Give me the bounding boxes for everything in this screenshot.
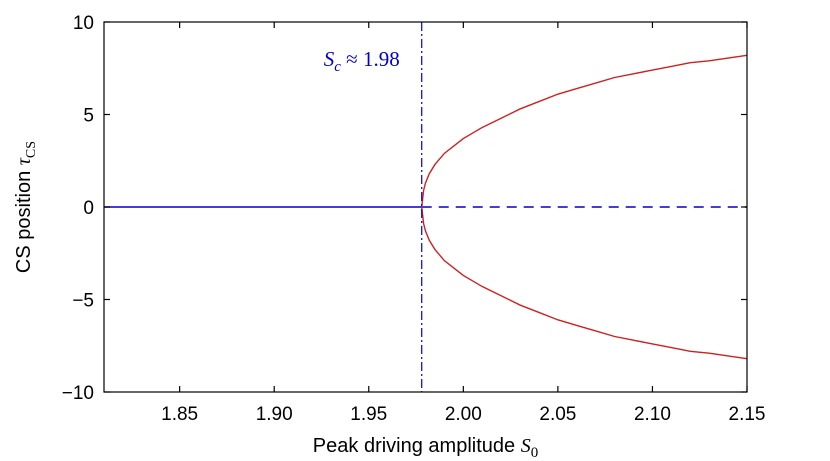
labels-layer: 1.85 1.90 1.95 2.00 2.05 2.10 2.15 −10 −5 0 5 10 Pea… [13,13,765,461]
y-tick-label: −10 [62,383,94,404]
x-tick-label: 2.05 [539,404,576,425]
x-tick-label: 1.95 [350,404,387,425]
y-tick-label: 0 [83,198,94,219]
x-tick-label: 2.00 [445,404,482,425]
y-tick-label: −5 [72,291,94,312]
y-tick-label: 5 [83,106,94,127]
y-tick-label: 10 [73,13,94,34]
x-tick-label: 2.10 [634,404,671,425]
axes-layer [103,21,748,393]
series-line-2 [421,54,748,208]
x-axis-label: Peak driving amplitude S0 [313,435,538,461]
critical-value-annotation: Sc ≈ 1.98 [324,47,400,75]
x-tick-label: 1.85 [161,404,198,425]
x-tick-label: 2.15 [729,404,766,425]
y-axis-label: CS position τCS [13,141,39,273]
x-tick-label: 1.90 [256,404,293,425]
series-line-3 [421,206,748,360]
plot-data-layer [104,22,748,392]
